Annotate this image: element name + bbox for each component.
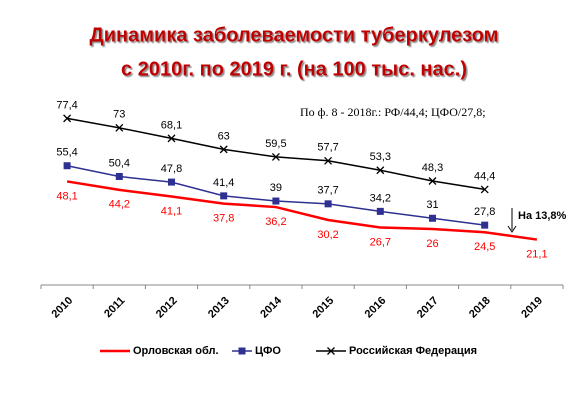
x-tick-label: 2012	[154, 295, 180, 321]
data-label: 68,1	[161, 119, 182, 131]
data-label: 63	[218, 130, 230, 142]
marker	[220, 192, 228, 200]
annotation: На 13,8%	[518, 210, 567, 222]
chart-title: с 2010г. по 2019 г. (на 100 тыс. нас.)	[121, 58, 467, 80]
x-tick-label: 2017	[415, 295, 441, 321]
marker	[115, 123, 124, 132]
marker	[168, 178, 175, 186]
marker	[63, 162, 71, 170]
data-label: 31	[426, 199, 438, 211]
marker	[167, 134, 176, 143]
marker	[376, 166, 385, 175]
data-label: 41,4	[213, 177, 234, 189]
data-label: 48,3	[422, 162, 443, 174]
marker	[271, 152, 280, 161]
data-label: 50,4	[109, 157, 130, 169]
marker	[480, 185, 489, 194]
data-label: 27,8	[474, 206, 495, 218]
legend-label: Российская Федерация	[349, 345, 477, 357]
data-label: 59,5	[265, 138, 286, 150]
x-tick-label: 2010	[49, 295, 75, 321]
data-label: 47,8	[161, 163, 182, 175]
series-line	[66, 117, 485, 191]
marker	[429, 214, 436, 222]
data-label: 21,1	[526, 248, 547, 260]
annotation: По ф. 8 - 2018г.: РФ/44,4; ЦФО/27,8;	[300, 105, 486, 119]
legend-label: ЦФО	[255, 345, 281, 357]
data-label: 55,4	[56, 147, 77, 159]
data-label: 34,2	[370, 192, 391, 204]
marker	[481, 221, 489, 229]
x-tick-label: 2019	[519, 295, 545, 321]
series-line	[66, 180, 538, 241]
data-label: 30,2	[317, 229, 338, 241]
data-label: 26	[426, 238, 438, 250]
x-tick-label: 2018	[467, 295, 493, 321]
legend-label: Орловская обл.	[133, 345, 219, 357]
data-label: 24,5	[474, 241, 495, 253]
x-tick-label: 2016	[363, 295, 389, 321]
data-label: 73	[113, 109, 125, 121]
x-tick-label: 2014	[258, 294, 284, 320]
data-label: 37,8	[213, 213, 234, 225]
data-label: 44,4	[474, 170, 495, 182]
data-label: 36,2	[265, 216, 286, 228]
marker	[324, 156, 333, 165]
legend-marker	[327, 347, 335, 355]
data-label: 39	[270, 182, 282, 194]
x-tick-label: 2015	[310, 295, 336, 321]
data-label: 77,4	[56, 99, 77, 111]
marker	[376, 207, 384, 215]
arrow-head	[507, 225, 517, 233]
data-label: 37,7	[317, 185, 338, 197]
data-label: 26,7	[370, 236, 391, 248]
marker	[63, 114, 72, 123]
data-label: 44,2	[109, 199, 130, 211]
data-label: 41,1	[161, 205, 182, 217]
marker	[324, 200, 332, 208]
chart-title: Динамика заболеваемости туберкулезом	[90, 24, 499, 46]
x-tick-label: 2011	[102, 295, 127, 320]
marker	[272, 197, 280, 205]
marker	[115, 172, 123, 180]
legend-marker	[238, 347, 246, 355]
marker	[428, 177, 437, 185]
x-tick-label: 2013	[206, 295, 232, 321]
marker	[219, 145, 228, 154]
data-label: 53,3	[370, 151, 391, 163]
data-label: 48,1	[56, 190, 77, 202]
data-label: 57,7	[317, 142, 338, 154]
